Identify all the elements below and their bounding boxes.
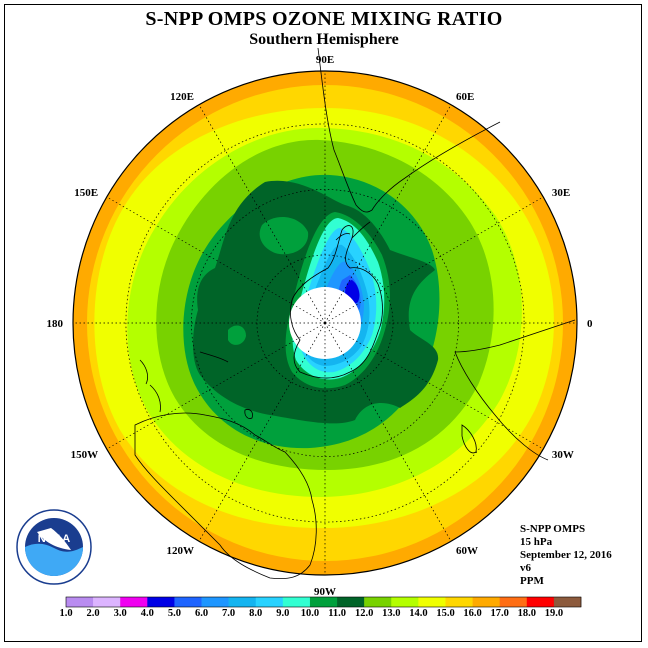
australia-coast xyxy=(134,412,317,580)
longitude-label: 180 xyxy=(47,318,64,330)
pressure-level: 15 hPa xyxy=(520,536,553,548)
tasmania xyxy=(244,409,253,419)
south-pole-marker xyxy=(323,321,327,325)
colorbar-tick-label: 5.0 xyxy=(167,608,181,619)
colorbar-tick-label: 12.0 xyxy=(355,608,374,619)
colorbar-tick-label: 9.0 xyxy=(276,608,290,619)
info-block: S-NPP OMPS 15 hPa September 12, 2016 v6 … xyxy=(520,523,612,588)
colorbar-cell xyxy=(174,597,202,607)
colorbar-cell xyxy=(282,597,311,607)
colorbar-border xyxy=(65,596,582,608)
instrument-label: S-NPP OMPS xyxy=(520,523,586,535)
colorbar-cell xyxy=(228,597,257,607)
longitude-label: 60E xyxy=(456,91,474,103)
colorbar-tick-label: 8.0 xyxy=(249,608,263,619)
south-america-coast xyxy=(317,47,501,213)
noaa-logo-text: NOAA xyxy=(38,533,70,545)
colorbar-tick-label: 16.0 xyxy=(463,608,482,619)
longitude-label: 120E xyxy=(170,91,194,103)
colorbar-cell xyxy=(309,597,338,607)
colorbar-tick-label: 7.0 xyxy=(222,608,236,619)
colorbar-tick-label: 6.0 xyxy=(194,608,209,619)
colorbar-tick-label: 2.0 xyxy=(86,608,100,619)
new-zealand xyxy=(139,351,229,413)
colorbar-tick-label: 3.0 xyxy=(113,608,127,619)
antarctica-coast xyxy=(290,225,383,379)
longitude-label: 120W xyxy=(167,545,195,557)
colorbar xyxy=(65,596,582,608)
longitude-label: 30W xyxy=(552,449,574,461)
colorbar-tick-label: 19.0 xyxy=(544,608,564,619)
colorbar-cell xyxy=(445,597,473,607)
map-frame xyxy=(4,4,642,642)
units-label: PPM xyxy=(520,575,544,587)
colorbar-cell xyxy=(337,597,365,607)
colorbar-cell xyxy=(472,597,500,607)
map-subtitle: Southern Hemisphere xyxy=(249,31,399,48)
longitude-label: 90E xyxy=(316,54,334,66)
colorbar-tick-label: 18.0 xyxy=(517,608,536,619)
madagascar xyxy=(461,424,477,454)
band-12-patch-2 xyxy=(228,325,246,345)
latitude-circle xyxy=(125,123,525,523)
longitude-label: 150W xyxy=(71,449,99,461)
colorbar-tick-label: 14.0 xyxy=(409,608,428,619)
noaa-logo: NOAA xyxy=(16,509,92,585)
colorbar-cell xyxy=(499,597,528,607)
colorbar-tick-label: 17.0 xyxy=(490,608,509,619)
colorbar-tick-label: 1.0 xyxy=(59,608,73,619)
colorbar-tick-label: 11.0 xyxy=(328,608,346,619)
longitude-label: 90W xyxy=(314,586,336,598)
longitude-label: 60W xyxy=(456,545,478,557)
colorbar-cell xyxy=(93,597,121,607)
band-12-patch xyxy=(259,216,309,255)
latitude-circle xyxy=(256,254,394,392)
colorbar-cell xyxy=(255,597,284,607)
colorbar-cell xyxy=(147,597,175,607)
colorbar-tick-label: 13.0 xyxy=(382,608,401,619)
longitude-label: 0 xyxy=(587,318,593,330)
antarctic-peninsula xyxy=(335,221,371,241)
colorbar-tick-label: 15.0 xyxy=(436,608,455,619)
longitude-label: 30E xyxy=(552,187,570,199)
longitude-labels: 90W 60W 30W 0 30E 60E 90E 120E 150E 180 150W 120W xyxy=(47,54,594,598)
date-label: September 12, 2016 xyxy=(520,549,612,561)
colorbar-cell xyxy=(526,597,555,607)
colorbar-tick-label: 10.0 xyxy=(300,608,320,619)
colorbar-cell xyxy=(418,597,446,607)
colorbar-cell xyxy=(201,597,229,607)
colorbar-cell xyxy=(553,597,582,607)
map-title: S-NPP OMPS OZONE MIXING RATIO xyxy=(145,8,503,30)
ozone-field xyxy=(73,71,577,575)
colorbar-cell xyxy=(120,597,148,607)
graticule xyxy=(73,71,577,575)
colorbar-cell xyxy=(391,597,419,607)
colorbar-cell xyxy=(364,597,392,607)
longitude-label: 150E xyxy=(74,187,98,199)
colorbar-tick-label: 4.0 xyxy=(140,608,154,619)
latitude-circle xyxy=(191,189,459,457)
version-label: v6 xyxy=(520,562,531,574)
map-boundary xyxy=(72,70,578,576)
colorbar-cell xyxy=(66,597,94,607)
